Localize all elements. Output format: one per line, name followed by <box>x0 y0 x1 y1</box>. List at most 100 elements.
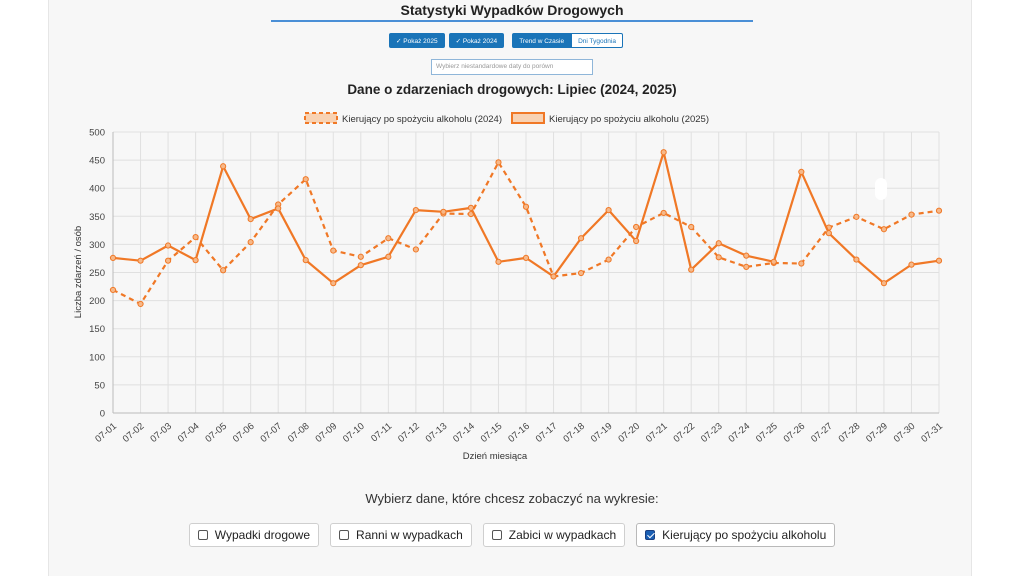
data-point <box>357 253 364 260</box>
data-point <box>247 239 254 246</box>
legend-swatch <box>304 112 338 124</box>
data-point <box>220 267 227 274</box>
data-point <box>137 257 144 264</box>
checkbox-icon <box>339 530 350 540</box>
y-tick-label: 150 <box>89 324 105 335</box>
data-point <box>853 256 860 263</box>
legend-swatch <box>511 112 545 124</box>
data-point <box>522 254 530 261</box>
x-tick-label: 07-08 <box>286 421 312 445</box>
checkbox-injured[interactable]: Ranni w wypadkach <box>330 523 472 547</box>
data-point <box>715 240 722 247</box>
trend-view-button[interactable]: Trend w Czasie <box>512 33 572 48</box>
x-tick-label: 07-14 <box>451 421 477 445</box>
data-point <box>660 149 667 156</box>
x-tick-label: 07-28 <box>837 421 863 445</box>
chart-legend: Kierujący po spożyciu alkoholu (2024) Kie… <box>304 112 709 125</box>
data-point <box>577 235 585 242</box>
data-point <box>440 208 447 215</box>
data-point <box>275 205 282 212</box>
x-tick-label: 07-01 <box>93 421 119 445</box>
checkbox-drunk-drivers[interactable]: Kierujący po spożyciu alkoholu <box>636 523 836 547</box>
x-tick-label: 07-26 <box>782 421 808 445</box>
data-point <box>853 213 860 220</box>
checkbox-icon <box>491 530 502 540</box>
checkbox-label: Zabici w wypadkach <box>508 528 617 542</box>
x-tick-label: 07-22 <box>671 421 697 445</box>
data-point <box>798 168 805 176</box>
main-panel <box>48 0 972 576</box>
data-point <box>247 216 254 223</box>
data-point <box>743 252 750 259</box>
chart-series <box>109 149 943 308</box>
data-point <box>412 207 419 214</box>
data-point <box>467 204 475 211</box>
data-point <box>302 257 309 264</box>
data-point <box>633 223 640 231</box>
checkbox-label: Ranni w wypadkach <box>356 528 463 542</box>
selector-prompt: Wybierz dane, które chcesz zobaczyć na w… <box>365 491 659 506</box>
x-tick-label: 07-10 <box>341 421 367 445</box>
data-point <box>137 300 144 308</box>
checkbox-accidents[interactable]: Wypadki drogowe <box>188 523 320 547</box>
y-tick-label: 500 <box>89 128 105 139</box>
y-tick-label: 400 <box>89 184 105 195</box>
x-tick-label: 07-04 <box>176 421 202 445</box>
x-tick-label: 07-09 <box>313 421 339 445</box>
x-tick-label: 07-27 <box>809 421 835 445</box>
data-point <box>908 211 915 218</box>
y-tick-label: 50 <box>94 380 105 391</box>
data-point <box>192 257 199 264</box>
data-point <box>880 226 888 233</box>
custom-dates-input[interactable]: Wybierz niestandardowe daty do porówn <box>431 59 593 75</box>
y-tick-label: 300 <box>89 240 105 251</box>
data-point <box>385 235 392 242</box>
data-point <box>522 203 530 210</box>
chart-grid <box>112 131 940 414</box>
data-point <box>770 258 777 265</box>
x-tick-label: 07-15 <box>479 421 505 445</box>
weekdays-view-button[interactable]: Dni Tygodnia <box>571 33 623 48</box>
x-tick-label: 07-30 <box>892 421 918 445</box>
data-point <box>660 209 667 217</box>
data-point <box>908 261 915 268</box>
y-tick-label: 100 <box>89 352 105 363</box>
data-point <box>109 286 117 294</box>
toolbar: ✓ Pokaż 2025 ✓ Pokaż 2024 Trend w Czasie… <box>389 33 623 48</box>
data-point <box>880 280 888 287</box>
show-2025-toggle[interactable]: ✓ Pokaż 2025 <box>389 33 445 48</box>
data-point <box>605 207 612 214</box>
data-point <box>385 253 392 260</box>
x-tick-label: 07-12 <box>396 421 422 445</box>
x-tick-label: 07-19 <box>589 421 615 445</box>
chart-title: Dane o zdarzeniach drogowych: Lipiec (20… <box>347 82 676 97</box>
data-point <box>192 233 199 241</box>
x-tick-label: 07-24 <box>726 421 752 445</box>
checkbox-label: Wypadki drogowe <box>214 528 311 542</box>
x-tick-label: 07-13 <box>424 421 450 445</box>
x-tick-label: 07-03 <box>148 421 174 445</box>
x-tick-label: 07-25 <box>754 421 780 445</box>
data-point <box>550 273 557 280</box>
data-point <box>577 269 585 277</box>
data-point <box>302 176 309 183</box>
x-tick-label: 07-23 <box>699 421 725 445</box>
data-point <box>164 257 172 264</box>
x-tick-label: 07-29 <box>864 421 890 445</box>
dataset-selector: Wypadki drogowe Ranni w wypadkach Zabici… <box>0 523 1024 547</box>
x-tick-label: 07-11 <box>369 421 394 445</box>
x-tick-label: 07-21 <box>644 421 670 445</box>
y-tick-label: 350 <box>89 212 105 223</box>
data-point <box>633 237 640 245</box>
data-point <box>798 260 805 267</box>
x-tick-label: 07-20 <box>616 421 642 445</box>
data-point <box>743 263 750 270</box>
data-point <box>715 254 722 261</box>
checkbox-killed[interactable]: Zabici w wypadkach <box>482 523 626 547</box>
data-point <box>164 242 172 249</box>
show-2024-toggle[interactable]: ✓ Pokaż 2024 <box>448 33 505 48</box>
data-point <box>220 163 227 170</box>
chart-axes: 0 50 100 150 200 250 300 350 400 450 500 07-01 07-02… <box>89 128 945 445</box>
data-point <box>688 266 695 273</box>
data-point <box>330 280 337 287</box>
